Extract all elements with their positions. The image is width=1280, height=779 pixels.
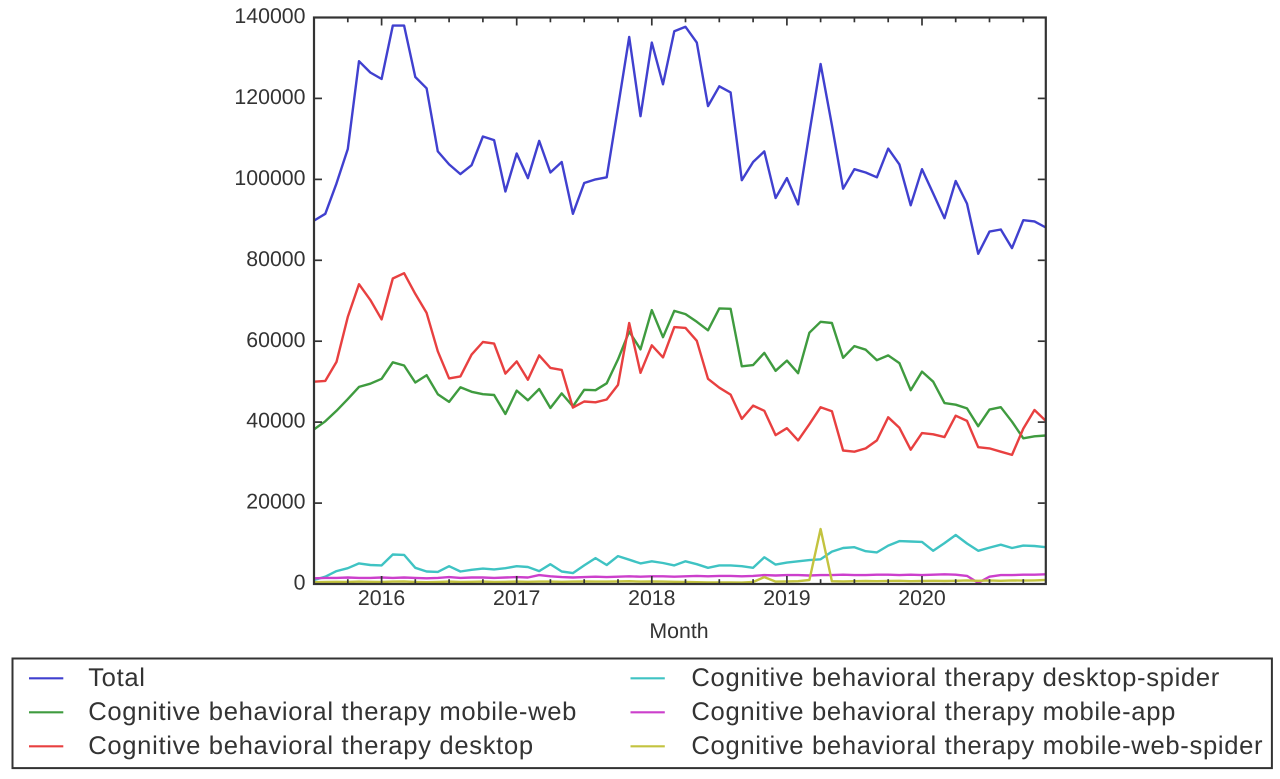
svg-text:2019: 2019 — [763, 586, 810, 610]
svg-text:20000: 20000 — [246, 490, 305, 514]
svg-text:0: 0 — [294, 571, 306, 595]
svg-text:Month: Month — [649, 619, 708, 643]
svg-text:2018: 2018 — [628, 586, 675, 610]
svg-text:Cognitive behavioral therapy d: Cognitive behavioral therapy desktop — [88, 732, 534, 760]
svg-text:40000: 40000 — [246, 409, 305, 433]
svg-text:2017: 2017 — [493, 586, 540, 610]
svg-text:80000: 80000 — [246, 247, 305, 271]
svg-text:Cognitive behavioral therapy d: Cognitive behavioral therapy desktop-spi… — [691, 664, 1220, 692]
svg-text:Cognitive behavioral therapy m: Cognitive behavioral therapy mobile-app — [691, 698, 1176, 726]
svg-text:120000: 120000 — [234, 85, 305, 109]
svg-text:100000: 100000 — [234, 166, 305, 190]
svg-text:140000: 140000 — [234, 4, 305, 28]
svg-text:2020: 2020 — [898, 586, 946, 610]
svg-text:2016: 2016 — [358, 586, 405, 610]
svg-text:Cognitive behavioral therapy m: Cognitive behavioral therapy mobile-web — [88, 698, 577, 726]
svg-text:Total: Total — [88, 664, 145, 692]
svg-text:Cognitive behavioral therapy m: Cognitive behavioral therapy mobile-web-… — [691, 732, 1263, 760]
svg-text:60000: 60000 — [246, 328, 305, 352]
